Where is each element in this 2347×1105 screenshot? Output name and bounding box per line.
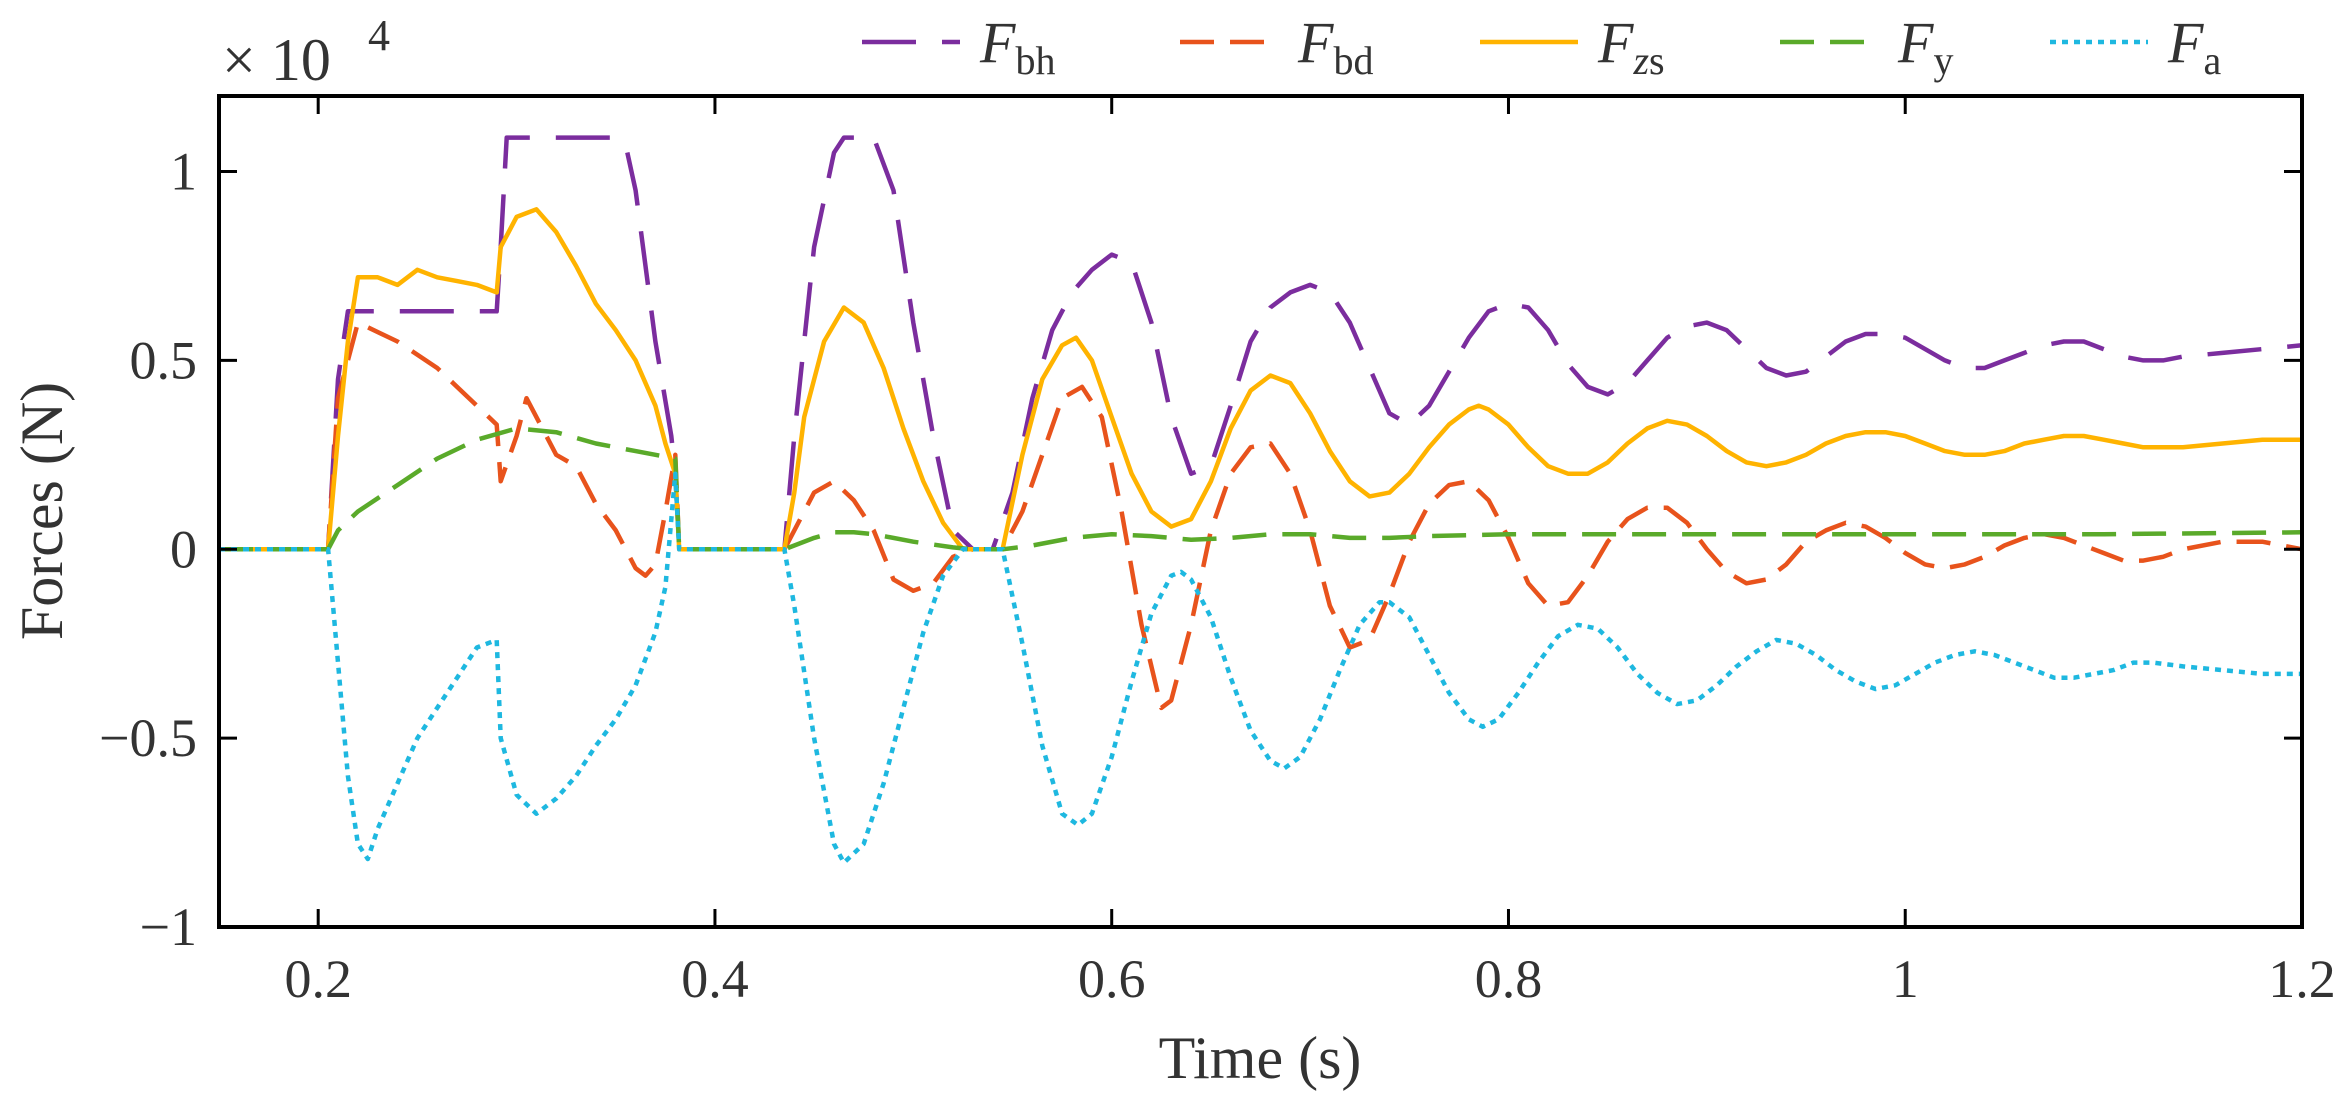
y-axis: −1 −0.5 0 0.5 1	[99, 142, 2302, 957]
y-axis-title: Forces (N)	[9, 382, 75, 640]
legend-item-f-zs: Fzs	[1480, 10, 1665, 83]
legend: Fbh Fbd Fzs Fy Fa	[862, 10, 2221, 83]
x-tick-label: 0.4	[681, 949, 749, 1009]
x-tick-label: 0.2	[284, 949, 352, 1009]
legend-item-f-bd: Fbd	[1180, 10, 1373, 83]
y-axis-multiplier: × 10 4	[222, 11, 390, 93]
x-axis: 0.2 0.4 0.6 0.8 1 1.2	[284, 96, 2336, 1009]
x-axis-title: Time (s)	[1159, 1025, 1362, 1091]
legend-label: Fbd	[1297, 10, 1373, 83]
series-line-f-bh	[219, 135, 2302, 552]
y-tick-label: 1	[170, 142, 197, 202]
plot-frame	[217, 94, 2304, 929]
legend-label: Fzs	[1597, 10, 1665, 83]
legend-item-f-bh: Fbh	[862, 10, 1055, 83]
y-tick-label: 0	[170, 519, 197, 579]
x-tick-label: 1.2	[2268, 949, 2336, 1009]
y-multiplier-exponent: 4	[368, 11, 390, 60]
y-tick-label: −1	[140, 897, 197, 957]
series-line-f-zs	[219, 207, 2302, 552]
legend-item-f-y: Fy	[1780, 10, 1953, 83]
y-tick-label: −0.5	[99, 708, 197, 768]
series-line-f-a	[219, 471, 2302, 866]
y-multiplier-prefix: × 10	[222, 27, 331, 93]
legend-item-f-a: Fa	[2050, 10, 2221, 83]
x-tick-label: 0.8	[1475, 949, 1543, 1009]
y-tick-label: 0.5	[130, 330, 198, 390]
series-line-f-bd	[219, 320, 2302, 711]
legend-label: Fbh	[979, 10, 1055, 83]
series-line-f-y	[219, 426, 2302, 552]
legend-label: Fy	[1897, 10, 1953, 83]
legend-label: Fa	[2167, 10, 2221, 83]
series-layer	[219, 135, 2302, 866]
x-tick-label: 1	[1892, 949, 1919, 1009]
x-tick-label: 0.6	[1078, 949, 1146, 1009]
